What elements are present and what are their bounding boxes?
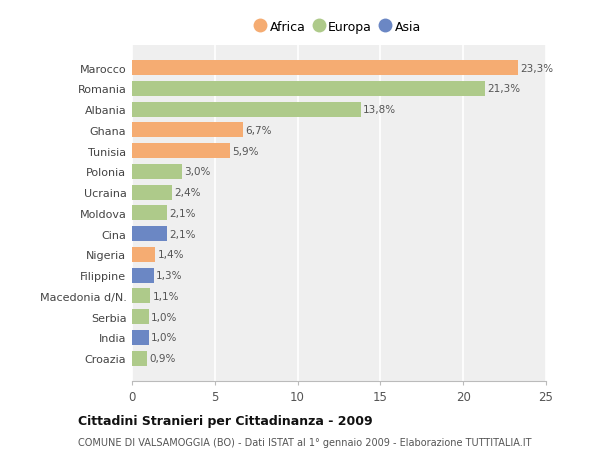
Text: COMUNE DI VALSAMOGGIA (BO) - Dati ISTAT al 1° gennaio 2009 - Elaborazione TUTTIT: COMUNE DI VALSAMOGGIA (BO) - Dati ISTAT …: [78, 437, 532, 447]
Bar: [132, 82, 485, 97]
Text: 1,0%: 1,0%: [151, 333, 178, 342]
Text: 1,0%: 1,0%: [151, 312, 178, 322]
Text: Cittadini Stranieri per Cittadinanza - 2009: Cittadini Stranieri per Cittadinanza - 2…: [78, 414, 373, 428]
Text: 23,3%: 23,3%: [520, 64, 553, 73]
Text: 21,3%: 21,3%: [487, 84, 520, 94]
Bar: [132, 268, 154, 283]
Bar: [132, 61, 518, 76]
Text: 1,4%: 1,4%: [158, 250, 184, 260]
Bar: [132, 227, 167, 241]
Bar: [132, 289, 150, 304]
Bar: [132, 123, 243, 138]
Text: 6,7%: 6,7%: [245, 126, 272, 136]
Text: 2,4%: 2,4%: [174, 188, 201, 198]
Legend: Africa, Europa, Asia: Africa, Europa, Asia: [255, 19, 423, 37]
Text: 5,9%: 5,9%: [232, 146, 259, 157]
Text: 1,3%: 1,3%: [156, 270, 182, 280]
Bar: [132, 185, 172, 200]
Bar: [132, 206, 167, 221]
Text: 2,1%: 2,1%: [169, 208, 196, 218]
Text: 1,1%: 1,1%: [152, 291, 179, 301]
Text: 2,1%: 2,1%: [169, 229, 196, 239]
Text: 0,9%: 0,9%: [149, 353, 176, 363]
Bar: [132, 309, 149, 325]
Bar: [132, 247, 155, 262]
Bar: [132, 102, 361, 118]
Text: 3,0%: 3,0%: [184, 167, 211, 177]
Bar: [132, 144, 230, 159]
Bar: [132, 330, 149, 345]
Bar: [132, 165, 182, 179]
Text: 13,8%: 13,8%: [363, 105, 396, 115]
Bar: [132, 351, 147, 366]
